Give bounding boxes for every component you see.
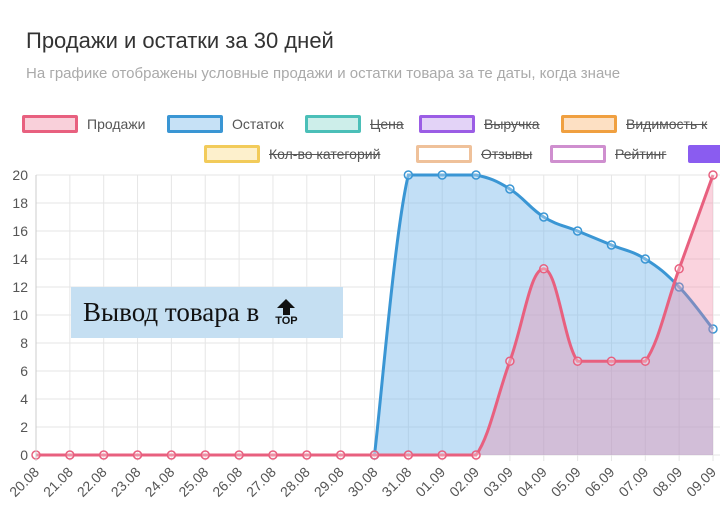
data-point xyxy=(335,450,346,460)
x-tick-label: 26.08 xyxy=(209,464,245,500)
data-point xyxy=(234,450,244,460)
x-tick-label: 05.09 xyxy=(548,464,584,500)
data-point xyxy=(505,356,515,366)
data-point xyxy=(674,264,684,274)
data-point xyxy=(65,450,75,460)
x-tick-label: 22.08 xyxy=(74,464,110,500)
y-tick-label: 20 xyxy=(12,167,28,183)
data-point xyxy=(437,170,447,180)
promo-overlay: Вывод товара в TOP xyxy=(71,287,343,338)
legend-item-3[interactable]: Выручка xyxy=(419,115,540,133)
y-tick-label: 6 xyxy=(20,363,28,379)
y-tick-label: 8 xyxy=(20,335,28,351)
data-point xyxy=(132,450,143,460)
data-point xyxy=(572,226,583,236)
legend-label: Кол-во категорий xyxy=(269,146,381,162)
x-tick-label: 21.08 xyxy=(40,464,76,500)
x-tick-label: 25.08 xyxy=(175,464,211,500)
legend-item-8[interactable] xyxy=(688,145,720,163)
legend-swatch xyxy=(419,115,475,133)
legend-swatch xyxy=(561,115,617,133)
y-tick-label: 18 xyxy=(12,195,28,211)
series-line-1 xyxy=(35,174,715,457)
data-point xyxy=(98,450,109,460)
x-tick-label: 08.09 xyxy=(649,464,685,500)
data-point xyxy=(674,282,684,292)
data-point xyxy=(302,450,312,460)
y-tick-label: 2 xyxy=(20,419,28,435)
legend-swatch xyxy=(167,115,223,133)
x-tick-label: 20.08 xyxy=(6,464,42,500)
legend-label: Отзывы xyxy=(481,146,533,162)
data-point xyxy=(403,450,414,460)
x-tick-label: 27.08 xyxy=(243,464,279,500)
legend-label: Видимость к xyxy=(626,116,708,132)
x-tick-label: 24.08 xyxy=(141,464,177,500)
legend-item-2[interactable]: Цена xyxy=(305,115,404,133)
y-tick-label: 10 xyxy=(12,307,28,323)
x-tick-label: 01.09 xyxy=(412,464,448,500)
data-point xyxy=(572,356,583,366)
legend-label: Продажи xyxy=(87,116,146,132)
legend-label: Остаток xyxy=(232,116,284,132)
y-tick-label: 0 xyxy=(20,447,28,463)
x-tick-label: 07.09 xyxy=(615,464,651,500)
data-point xyxy=(166,450,177,460)
data-point xyxy=(606,356,617,366)
data-point xyxy=(471,170,481,180)
legend-item-5[interactable]: Кол-во категорий xyxy=(204,145,380,163)
overlay-text: Вывод товара в xyxy=(83,297,260,327)
y-tick-label: 16 xyxy=(12,223,28,239)
legend-swatch xyxy=(688,145,720,163)
x-tick-label: 23.08 xyxy=(108,464,144,500)
x-tick-label: 04.09 xyxy=(514,464,550,500)
data-point xyxy=(640,254,651,264)
legend-item-0[interactable]: Продажи xyxy=(22,115,145,133)
legend-swatch xyxy=(550,145,606,163)
data-point xyxy=(539,212,549,222)
x-tick-label: 31.08 xyxy=(378,464,414,500)
x-tick-label: 29.08 xyxy=(311,464,347,500)
legend-swatch xyxy=(22,115,78,133)
legend-label: Выручка xyxy=(484,116,540,132)
data-point xyxy=(403,170,414,180)
data-point xyxy=(471,450,481,460)
y-tick-label: 14 xyxy=(12,251,28,267)
data-point xyxy=(200,450,210,460)
legend-label: Цена xyxy=(370,116,404,132)
legend-item-4[interactable]: Видимость к xyxy=(561,115,707,133)
series-area-0 xyxy=(374,175,713,455)
legend-item-6[interactable]: Отзывы xyxy=(416,145,532,163)
x-tick-label: 03.09 xyxy=(480,464,516,500)
x-tick-label: 09.09 xyxy=(683,464,719,500)
data-point xyxy=(268,450,278,460)
x-tick-label: 02.09 xyxy=(446,464,482,500)
top-badge: TOP xyxy=(275,314,298,327)
legend-swatch xyxy=(416,145,472,163)
y-tick-label: 12 xyxy=(12,279,28,295)
data-point xyxy=(606,240,617,250)
data-point xyxy=(505,184,515,194)
x-tick-label: 28.08 xyxy=(277,464,313,500)
data-point xyxy=(369,450,380,460)
x-tick-label: 30.08 xyxy=(345,464,381,500)
legend-item-1[interactable]: Остаток xyxy=(167,115,284,133)
legend-swatch xyxy=(305,115,361,133)
chart-subtitle: На графике отображены условные продажи и… xyxy=(26,65,621,82)
legend-label: Рейтинг xyxy=(615,146,667,162)
data-point xyxy=(708,324,718,334)
legend-swatch xyxy=(204,145,260,163)
x-tick-label: 06.09 xyxy=(581,464,617,500)
data-point xyxy=(437,450,447,460)
y-tick-label: 4 xyxy=(20,391,28,407)
arrow-up-icon: TOP xyxy=(275,298,298,327)
legend-item-7[interactable]: Рейтинг xyxy=(550,145,666,163)
chart-title: Продажи и остатки за 30 дней xyxy=(26,28,334,53)
data-point xyxy=(708,170,718,180)
data-point xyxy=(640,356,651,366)
data-point xyxy=(539,264,549,274)
series-area-1 xyxy=(36,175,713,455)
